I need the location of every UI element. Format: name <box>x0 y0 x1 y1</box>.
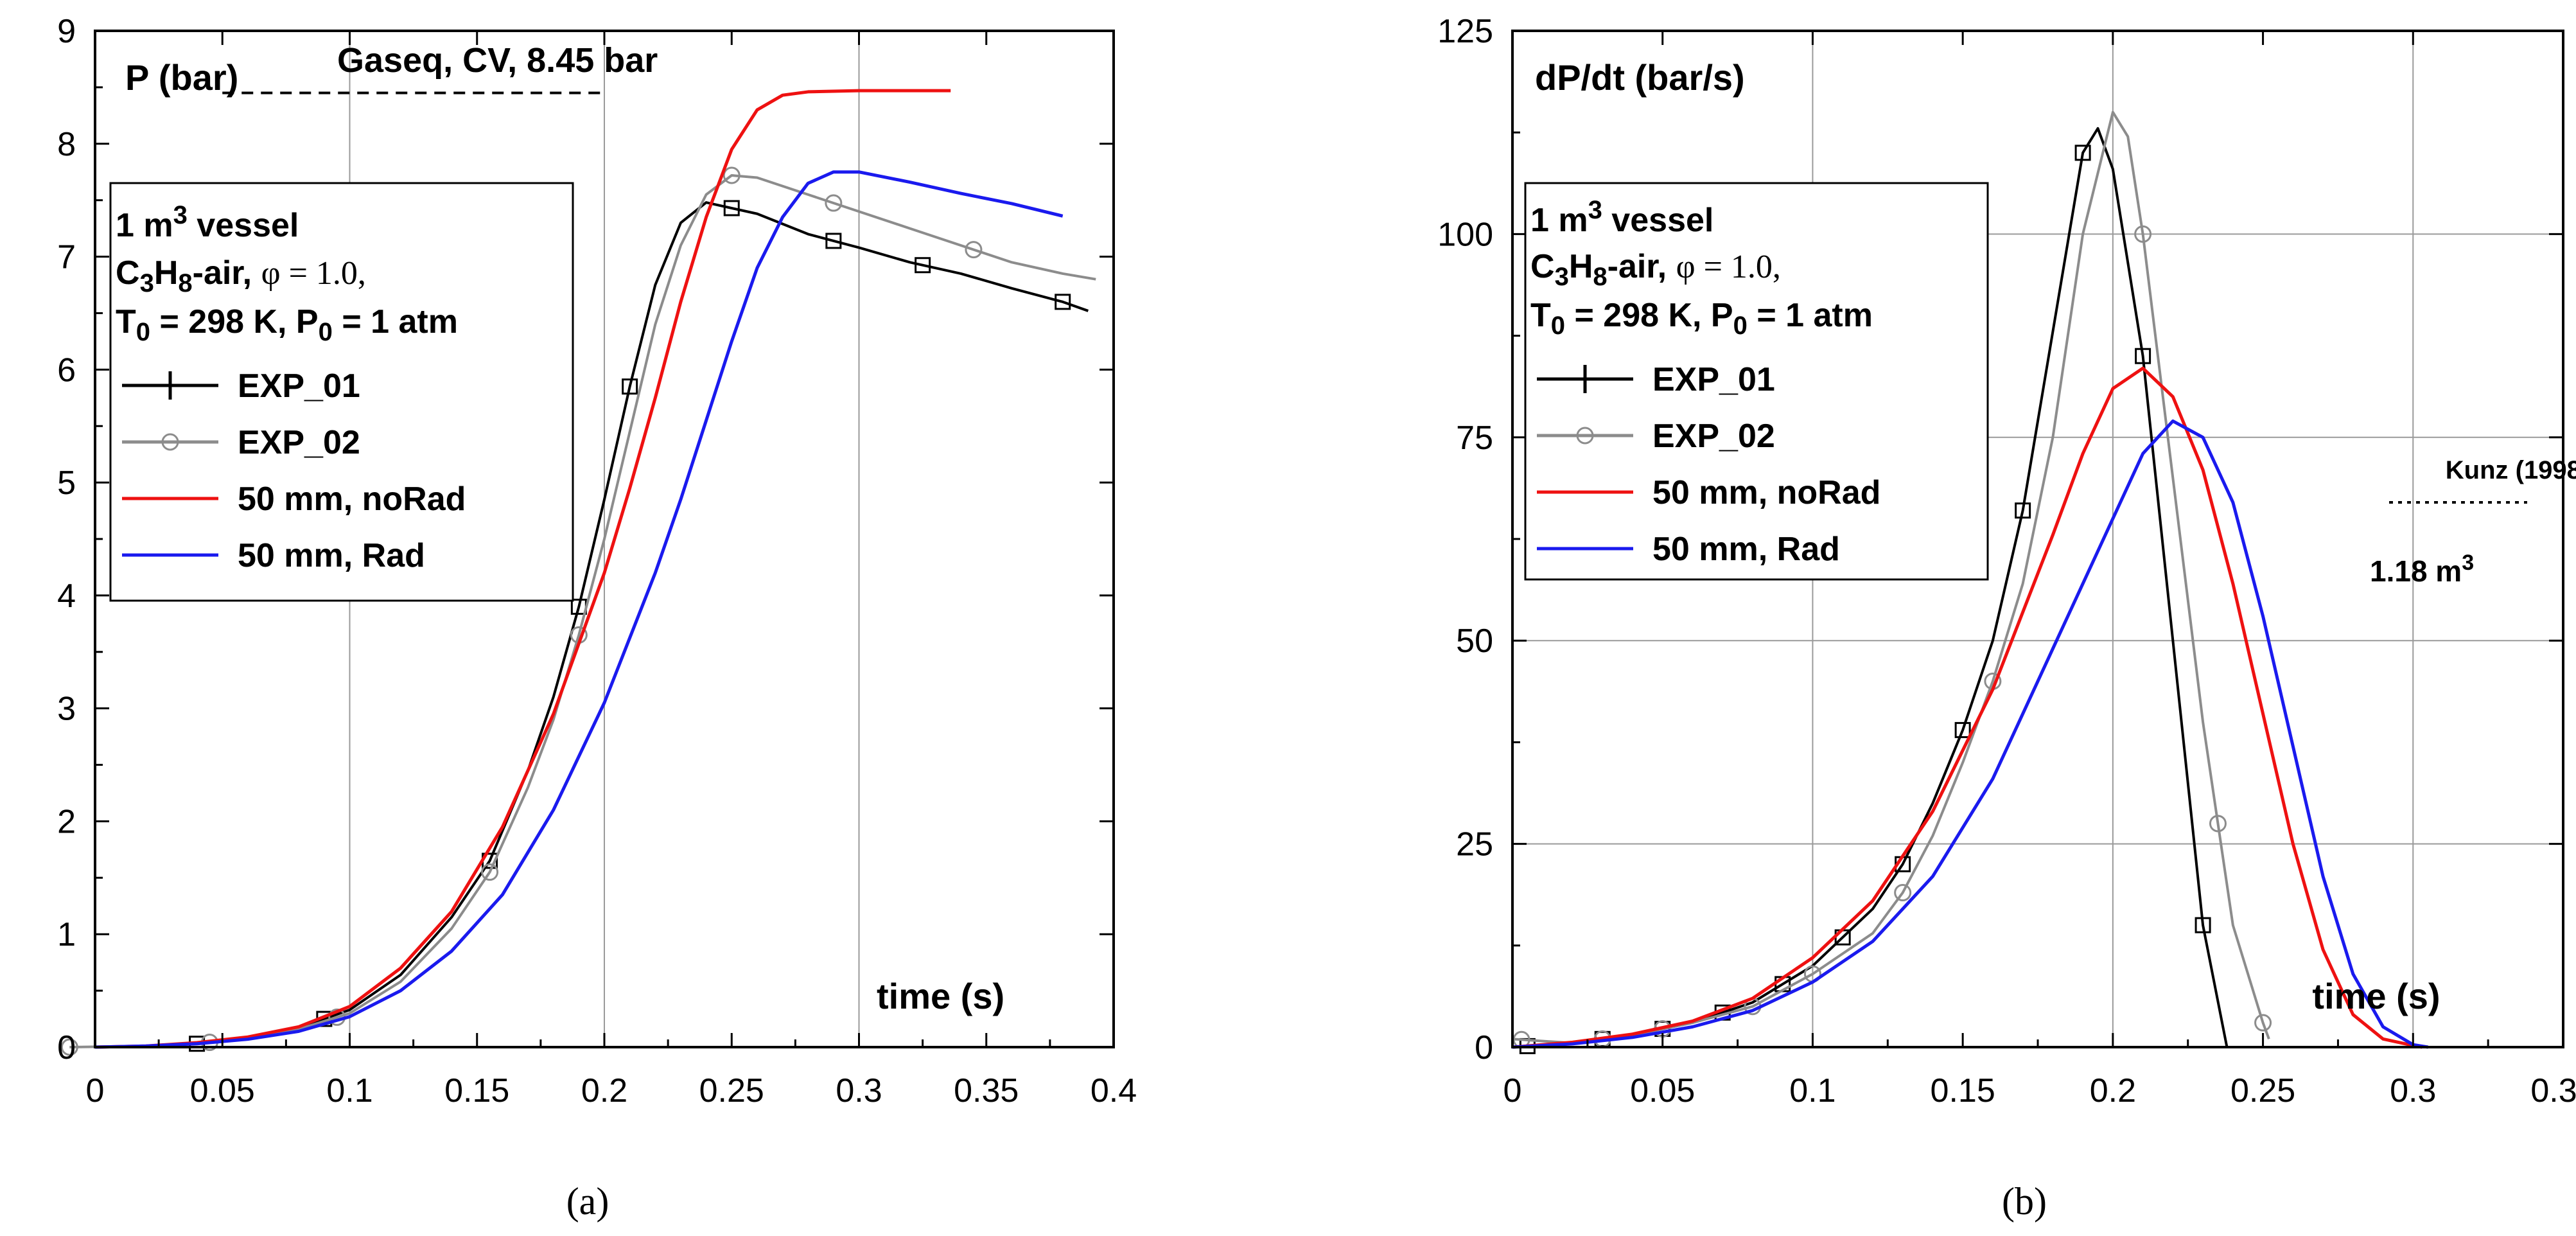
panel-a-caption: (a) <box>566 1180 609 1223</box>
a-legend-label-noRad: 50 mm, noRad <box>238 481 466 518</box>
panel-a-legend-mixture: C3H8-air, φ = 1.0, <box>116 254 366 297</box>
a-legend-label-exp-02: EXP_02 <box>238 424 360 461</box>
a-x-tick-label: 0 <box>86 1072 105 1109</box>
a-y-tick-label: 4 <box>57 578 76 615</box>
b-x-tick-label: 0.35 <box>2530 1072 2576 1109</box>
a-marker-exp-02 <box>723 166 740 184</box>
b-legend-marker-exp-02 <box>1576 427 1594 445</box>
b-series-line-noRad <box>1512 366 2423 1049</box>
a-x-tick-label: 0.2 <box>581 1072 627 1109</box>
a-x-tick-label: 0.05 <box>190 1072 255 1109</box>
panel-a-legend-entries: EXP_01 EXP_02 50 mm, noRad 50 mm, Rad <box>122 367 466 574</box>
b-legend-label-exp-01: EXP_01 <box>1652 361 1775 398</box>
b-y-tick-label: 25 <box>1456 826 1493 863</box>
a-series-line-exp-02 <box>69 173 1096 1048</box>
b-marker-exp-01 <box>2074 145 2091 161</box>
panel-a-y-axis-title: P (bar) <box>125 57 238 98</box>
b-marker-exp-02 <box>2134 225 2152 243</box>
panel-b-legend-vessel: 1 m3 vessel <box>1530 196 1713 239</box>
a-y-tick-label: 6 <box>57 351 76 389</box>
b-series-line-exp-02 <box>1512 110 2270 1045</box>
b-x-tick-label: 0.15 <box>1931 1072 1995 1109</box>
b-y-tick-label: 75 <box>1456 419 1493 457</box>
a-marker-exp-01 <box>825 233 842 249</box>
a-y-tick-label: 0 <box>57 1029 76 1066</box>
a-x-tick-label: 0.25 <box>699 1072 764 1109</box>
a-y-tick-label: 9 <box>57 13 76 50</box>
b-x-tick-label: 0.05 <box>1630 1072 1695 1109</box>
a-legend-label-exp-01: EXP_01 <box>238 367 360 405</box>
panel-b-caption: (b) <box>2002 1180 2047 1223</box>
b-legend-label-rad: 50 mm, Rad <box>1652 531 1840 568</box>
panel-a-ticks: 0 0.05 0.1 0.15 0.2 0.25 0.3 0.35 0.4 0 1 2 3 4 5 6 7 8 9 <box>57 13 1137 1109</box>
b-x-tick-label: 0.2 <box>2090 1072 2136 1109</box>
a-y-tick-label: 8 <box>57 126 76 163</box>
a-marker-exp-02 <box>965 241 983 259</box>
panel-b-rate-chart: 00.050.10.150.20.250.30.350255075100125 … <box>1437 13 2576 1223</box>
panel-b-x-axis-title: time (s) <box>2312 976 2440 1016</box>
a-x-tick-label: 0.35 <box>954 1072 1019 1109</box>
b-y-tick-label: 125 <box>1437 13 1493 50</box>
panel-a-legend-box <box>109 182 574 602</box>
panel-b-y-axis-title: dP/dt (bar/s) <box>1535 57 1745 98</box>
b-y-tick-label: 0 <box>1475 1029 1493 1066</box>
panel-a-legend: 1 m3 vessel C3H8-air, φ = 1.0, T0 = 298 … <box>109 182 574 602</box>
b-x-tick-label: 0.3 <box>2390 1072 2436 1109</box>
b-legend-label-exp-02: EXP_02 <box>1652 418 1775 455</box>
panel-b-legend-box <box>1524 182 1989 581</box>
a-legend-label-rad: 50 mm, Rad <box>238 537 425 574</box>
a-marker-exp-01 <box>915 257 931 274</box>
a-y-tick-label: 1 <box>57 916 76 953</box>
a-y-tick-label: 7 <box>57 239 76 276</box>
panel-a-gaseq-reference: Gaseq, CV, 8.45 bar <box>222 41 658 94</box>
panel-b-legend-conditions: T0 = 298 K, P0 = 1 atm <box>1530 297 1873 340</box>
a-x-tick-label: 0.4 <box>1091 1072 1137 1109</box>
a-series-line-noRad <box>94 89 951 1049</box>
panel-b-kunz-reference: Kunz (1998) 1.18 m3 <box>2370 456 2576 588</box>
kunz-volume-label: 1.18 m3 <box>2370 551 2474 588</box>
a-marker-exp-02 <box>481 863 499 881</box>
b-x-tick-label: 0 <box>1503 1072 1522 1109</box>
a-series-line-rad <box>94 170 1064 1049</box>
a-x-tick-label: 0.1 <box>326 1072 372 1109</box>
a-y-tick-label: 2 <box>57 803 76 840</box>
b-x-tick-label: 0.25 <box>2230 1072 2295 1109</box>
b-series-line-rad <box>1512 419 2429 1049</box>
a-marker-exp-01 <box>1055 294 1071 310</box>
b-marker-exp-02 <box>2209 815 2227 833</box>
a-marker-exp-01 <box>723 200 740 216</box>
b-marker-exp-01 <box>2195 917 2211 933</box>
panel-b-legend: 1 m3 vessel C3H8-air, φ = 1.0, T0 = 298 … <box>1524 182 1989 581</box>
panel-b-legend-mixture: C3H8-air, φ = 1.0, <box>1530 248 1781 291</box>
panel-b-series <box>1512 110 2429 1054</box>
a-marker-exp-01 <box>622 378 638 395</box>
b-marker-exp-02 <box>1894 884 1912 902</box>
b-x-tick-label: 0.1 <box>1789 1072 1836 1109</box>
gaseq-label: Gaseq, CV, 8.45 bar <box>337 41 658 80</box>
panel-a-x-axis-title: time (s) <box>877 976 1004 1016</box>
b-y-tick-label: 50 <box>1456 622 1493 660</box>
b-marker-exp-01 <box>1954 721 1971 738</box>
a-marker-exp-02 <box>60 1038 78 1056</box>
b-marker-exp-01 <box>2135 348 2151 364</box>
a-marker-exp-02 <box>825 194 843 212</box>
b-marker-exp-01 <box>2015 502 2031 519</box>
panel-b-legend-entries: EXP_01 EXP_02 50 mm, noRad 50 mm, Rad <box>1537 361 1880 568</box>
panel-a-pressure-chart: 0 0.05 0.1 0.15 0.2 0.25 0.3 0.35 0.40123456789 … <box>57 13 1137 1223</box>
a-y-tick-label: 5 <box>57 464 76 502</box>
b-legend-label-noRad: 50 mm, noRad <box>1652 474 1880 511</box>
a-legend-marker-exp-02 <box>161 433 179 451</box>
panel-a-legend-vessel: 1 m3 vessel <box>116 201 299 244</box>
panel-b-ticks: 0 0.05 0.1 0.15 0.2 0.25 0.3 0.35 0 25 50 75 100 125 <box>1437 13 2576 1109</box>
a-x-tick-label: 0.3 <box>836 1072 882 1109</box>
b-y-tick-label: 100 <box>1437 216 1493 253</box>
panel-a-series <box>60 89 1096 1056</box>
a-x-tick-label: 0.15 <box>444 1072 509 1109</box>
b-marker-exp-02 <box>2254 1014 2272 1032</box>
panel-a-legend-conditions: T0 = 298 K, P0 = 1 atm <box>116 303 458 346</box>
kunz-label: Kunz (1998) <box>2446 456 2576 484</box>
a-y-tick-label: 3 <box>57 691 76 728</box>
